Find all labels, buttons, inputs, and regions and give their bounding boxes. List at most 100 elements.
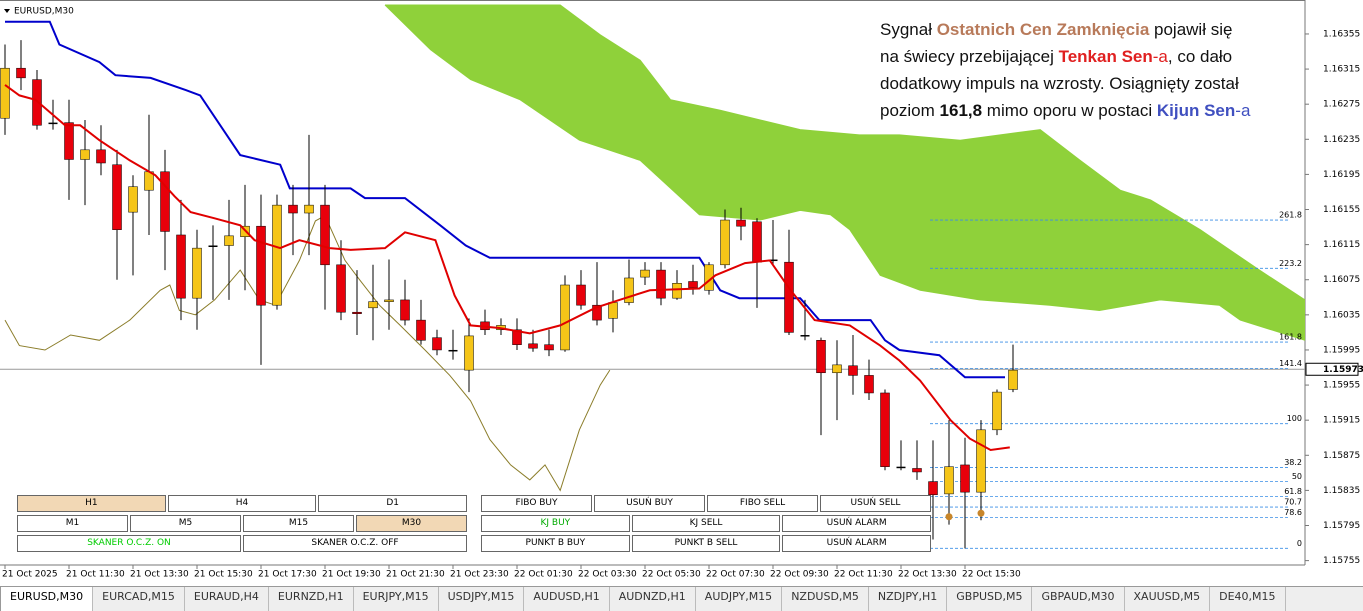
candle-body xyxy=(560,284,570,351)
button[interactable]: H1 xyxy=(17,495,166,512)
y-tick-label: 1.15875 xyxy=(1323,451,1360,461)
candle-body xyxy=(256,225,266,306)
button[interactable]: USUŃ SELL xyxy=(820,495,931,512)
annotation-text: -a xyxy=(1152,47,1168,66)
tab[interactable]: DE40,M15 xyxy=(1210,587,1286,611)
y-tick-label: 1.16195 xyxy=(1323,170,1360,180)
y-tick-label: 1.16115 xyxy=(1323,240,1360,250)
button[interactable]: M15 xyxy=(243,515,354,532)
button[interactable]: FIBO BUY xyxy=(481,495,592,512)
current-price-box xyxy=(1305,362,1359,376)
tab[interactable]: NZDJPY,H1 xyxy=(869,587,948,611)
tab[interactable]: AUDUSD,H1 xyxy=(524,587,610,611)
button[interactable]: M1 xyxy=(17,515,128,532)
x-tick-label: 21 Oct 17:30 xyxy=(258,570,317,580)
button-row: M1 M5 M15 M30 xyxy=(17,515,467,532)
x-tick-label: 21 Oct 19:30 xyxy=(322,570,381,580)
candle-body xyxy=(688,281,698,288)
candle-body xyxy=(880,392,890,467)
button-panel: FIBO BUY USUŃ BUY FIBO SELL USUŃ SELL KJ BUY… xyxy=(481,495,932,555)
tab[interactable]: EURJPY,M15 xyxy=(354,587,439,611)
candle-body xyxy=(0,67,10,119)
y-tick-label: 1.16275 xyxy=(1323,100,1360,110)
senkou-span-a xyxy=(385,4,1306,301)
button[interactable]: KJ BUY xyxy=(481,515,630,532)
annotation-text: pojawił się xyxy=(1149,20,1233,39)
candle-body xyxy=(400,299,410,321)
symbol-label: EURUSD,M30 xyxy=(14,7,74,17)
button[interactable]: M5 xyxy=(130,515,241,532)
y-tick-label: 1.16235 xyxy=(1323,135,1360,145)
candle-body xyxy=(736,219,746,227)
button[interactable]: USUŃ BUY xyxy=(594,495,705,512)
x-tick-label: 21 Oct 21:30 xyxy=(386,570,445,580)
candle-body xyxy=(800,335,810,337)
tab[interactable]: AUDNZD,H1 xyxy=(610,587,696,611)
button-row: KJ BUY KJ SELL USUŃ ALARM xyxy=(481,515,932,532)
x-tick-label: 22 Oct 05:30 xyxy=(642,570,701,580)
button[interactable]: SKANER O.C.Z. OFF xyxy=(243,535,467,552)
annotation-line: Sygnał Ostatnich Cen Zamknięcia pojawił … xyxy=(880,16,1250,43)
y-tick-label: 1.16035 xyxy=(1323,310,1360,320)
senkou-span-b xyxy=(384,4,1306,341)
annotation-text: Kijun Sen xyxy=(1156,101,1236,120)
x-tick-label: 22 Oct 13:30 xyxy=(898,570,957,580)
candle-body xyxy=(512,329,522,345)
candle-body xyxy=(336,264,346,313)
candle-body xyxy=(640,269,650,278)
button[interactable]: H4 xyxy=(167,495,317,512)
tab[interactable]: XAUUSD,M5 xyxy=(1125,587,1211,611)
candle-body xyxy=(112,164,122,230)
button[interactable]: M30 xyxy=(356,515,467,532)
symbol-menu-icon xyxy=(4,9,10,13)
candle-body xyxy=(752,221,762,263)
tab[interactable]: GBPUSD,M5 xyxy=(947,587,1033,611)
button[interactable]: D1 xyxy=(318,495,468,512)
button[interactable]: USUŃ ALARM xyxy=(782,515,932,532)
fibo-label: 223.2 xyxy=(1279,259,1302,268)
x-tick-label: 21 Oct 11:30 xyxy=(66,570,125,580)
candle-body xyxy=(432,337,442,351)
annotation-text: Tenkan Sen xyxy=(1058,47,1153,66)
tab[interactable]: EURAUD,H4 xyxy=(185,587,269,611)
button[interactable]: PUNKT B BUY xyxy=(481,535,630,552)
current-price-label: 1.15973 xyxy=(1323,365,1363,375)
annotation-text: Ostatnich Cen Zamknięcia xyxy=(936,20,1150,39)
annotation-text: poziom xyxy=(880,101,940,120)
y-tick-label: 1.15955 xyxy=(1323,381,1360,391)
candle-body xyxy=(784,261,794,333)
fibo-label: 141.4 xyxy=(1279,359,1302,368)
button[interactable]: FIBO SELL xyxy=(707,495,818,512)
candle-body xyxy=(848,365,858,376)
y-tick-label: 1.15835 xyxy=(1323,486,1360,496)
tab[interactable]: EURUSD,M30 xyxy=(0,587,94,611)
x-tick-label: 22 Oct 15:30 xyxy=(962,570,1021,580)
fibo-label: 161.8 xyxy=(1279,333,1302,342)
candle-body xyxy=(304,204,314,214)
tab[interactable]: EURNZD,H1 xyxy=(269,587,354,611)
x-tick-label: 22 Oct 03:30 xyxy=(578,570,637,580)
tab[interactable]: AUDJPY,M15 xyxy=(696,587,783,611)
tab[interactable]: NZDUSD,M5 xyxy=(782,587,869,611)
annotation-line: poziom 161,8 mimo oporu w postaci Kijun … xyxy=(880,97,1250,124)
button-row: FIBO BUY USUŃ BUY FIBO SELL USUŃ SELL xyxy=(481,495,931,512)
x-tick-label: 22 Oct 01:30 xyxy=(514,570,573,580)
candle-body xyxy=(96,149,106,164)
button[interactable]: KJ SELL xyxy=(631,515,781,532)
candle-body xyxy=(816,340,826,374)
chart: EURUSD,M30 1.16355 1.16315 1.16275 1.16235 1… xyxy=(0,0,1363,580)
button[interactable]: PUNKT B SELL xyxy=(631,535,781,552)
fibo-label: 70.7 xyxy=(1284,498,1302,507)
annotation: Sygnał Ostatnich Cen Zamknięcia pojawił … xyxy=(880,16,1250,124)
button[interactable]: SKANER O.C.Z. ON xyxy=(17,535,241,552)
candle-body xyxy=(912,468,922,473)
tab[interactable]: EURCAD,M15 xyxy=(93,587,185,611)
candle-body xyxy=(672,282,682,299)
candle-body xyxy=(48,122,58,125)
candle-body xyxy=(992,391,1002,431)
candle-body xyxy=(832,364,842,374)
tab[interactable]: USDJPY,M15 xyxy=(439,587,525,611)
candle-body xyxy=(656,269,666,299)
tab[interactable]: GBPAUD,M30 xyxy=(1032,587,1125,611)
button[interactable]: USUŃ ALARM xyxy=(782,535,932,552)
